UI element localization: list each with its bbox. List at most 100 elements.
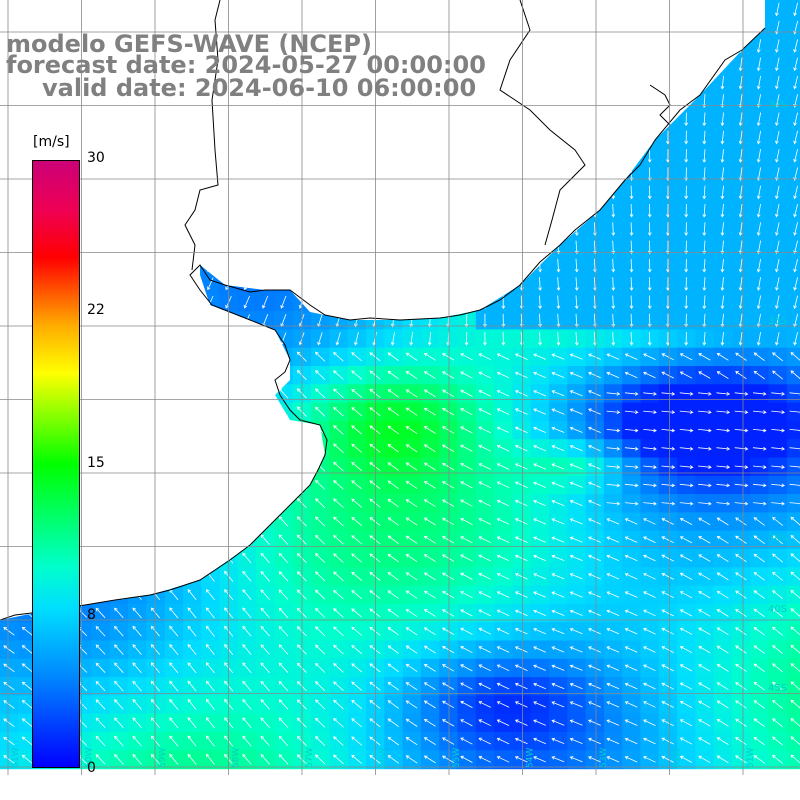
wind-arrow-head [478,463,483,467]
wind-arrow [280,295,287,309]
wind-arrow-head [661,591,666,595]
wind-arrow-head [756,159,761,163]
wind-arrow-head [666,140,670,145]
wind-arrow [588,518,601,525]
wind-arrow-head [726,446,731,451]
wind-speed-cell [786,219,800,239]
wind-arrow-head [684,140,689,145]
wind-arrow-head [298,305,303,309]
wind-arrow [698,536,711,544]
wind-arrow [661,392,675,395]
wind-arrow [735,590,747,599]
wind-arrow [794,240,798,254]
wind-arrow [757,185,761,199]
wind-arrow [753,608,765,618]
wind-arrow [606,518,620,525]
wind-arrow-head [606,628,611,632]
wind-arrow [721,149,724,163]
wind-arrow-head [716,609,721,613]
wind-arrow-head [243,304,248,309]
wind-arrow-head [387,517,392,521]
wind-speed-cell [786,658,800,678]
wind-arrow-head [588,591,592,595]
wind-arrow [280,332,287,345]
wind-arrow [703,295,706,309]
wind-arrow-head [793,213,797,218]
wind-arrow [132,626,142,637]
wind-arrow [630,258,632,272]
wind-arrow-head [514,627,519,632]
wind-arrow [790,352,800,361]
wind-arrow-head [405,608,410,613]
wind-speed-cell [786,585,800,605]
wind-arrow-head [405,352,410,357]
wind-arrow-head [369,480,374,484]
wind-arrow [643,410,657,413]
wind-arrow [752,483,766,486]
wind-arrow-head [538,342,542,346]
wind-arrow [315,498,326,509]
wind-arrow-head [333,644,337,649]
wind-arrow [497,408,510,415]
wind-arrow-head [533,353,537,357]
wind-arrow [260,589,270,600]
wind-arrow-head [793,268,797,273]
wind-speed-cell [786,475,800,495]
wind-arrow-head [793,122,797,127]
wind-arrow-head [423,371,428,375]
wind-arrow-head [387,352,392,356]
wind-arrow-head [114,607,118,612]
wind-arrow-head [793,341,797,346]
wind-arrow-head [775,140,779,145]
wind-arrow [794,222,798,236]
wind-arrow-head [483,342,487,346]
wind-arrow-head [442,536,446,540]
wind-arrow-head [588,518,592,522]
wind-arrow [789,447,800,450]
wind-arrow-head [738,323,743,328]
wind-arrow [612,313,614,327]
wind-arrow-head [315,571,319,575]
wind-arrow [478,426,491,434]
wind-arrow [606,628,620,635]
wind-arrow [515,610,528,617]
wind-arrow-head [643,627,647,632]
wind-arrow-head [207,286,211,291]
wind-arrow-head [753,352,758,356]
wind-arrow [735,627,747,636]
wind-arrow-head [387,608,392,613]
wind-arrow-head [442,408,446,412]
wind-arrow [753,590,765,599]
wind-arrow-head [315,406,319,411]
wind-arrow [351,590,363,600]
wind-arrow [315,626,326,637]
wind-arrow-head [775,49,779,53]
wind-arrow [460,554,473,562]
wind-arrow [716,429,730,432]
wind-arrow-head [643,591,647,595]
wind-arrow [721,185,724,199]
wind-arrow-head [242,589,246,593]
wind-arrow-head [205,589,210,593]
wind-arrow-head [533,628,537,632]
wind-arrow-head [753,517,758,521]
wind-arrow-head [726,391,731,396]
wind-arrow [643,483,657,486]
wind-arrow [717,627,729,636]
wind-arrow-head [738,305,743,310]
wind-arrow-head [720,214,725,218]
wind-arrow-head [634,446,639,451]
wind-arrow-head [738,140,743,145]
wind-arrow-head [496,390,501,394]
wind-arrow-head [423,609,428,613]
wind-arrow-head [405,389,410,393]
wind-arrow-head [793,232,797,236]
wind-arrow-head [588,390,592,394]
wind-arrow [698,447,712,450]
wind-arrow-head [775,268,779,273]
wind-arrow-head [671,446,676,451]
wind-arrow [460,426,473,434]
wind-arrow-head [514,481,519,486]
wind-arrow [789,392,800,395]
wind-arrow [630,277,632,291]
